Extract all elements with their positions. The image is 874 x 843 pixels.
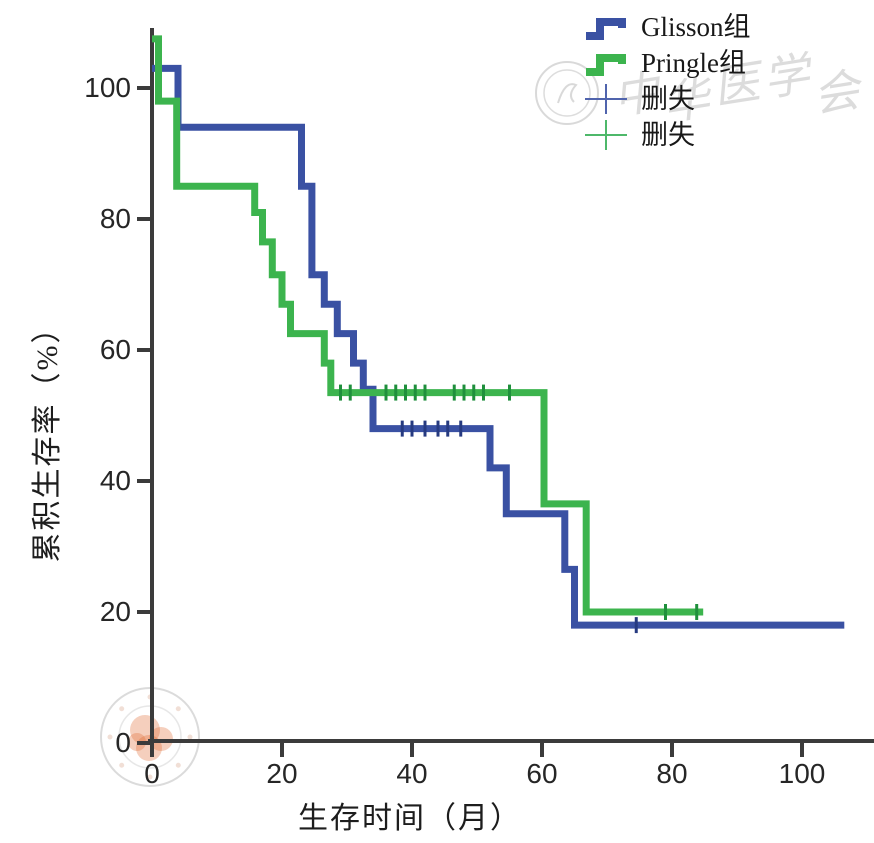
survival-curve xyxy=(152,35,704,616)
seal-dot xyxy=(107,734,113,740)
watermark-character: 会 xyxy=(810,64,868,122)
legend-label-censor-blue: 删失 xyxy=(641,83,695,114)
y-tick-label: 60 xyxy=(100,334,131,365)
legend-label-pringle: Pringle组 xyxy=(641,47,746,78)
legend-label-glisson: Glisson组 xyxy=(641,11,751,42)
legend: Glisson组 Pringle组 删失 删失 xyxy=(583,12,751,150)
x-tick-label: 80 xyxy=(656,758,687,789)
x-tick-label: 60 xyxy=(526,758,557,789)
y-tick-label: 100 xyxy=(84,72,131,103)
step-line-icon-blue xyxy=(586,18,626,40)
x-axis-title: 生存时间（月） xyxy=(298,802,522,835)
legend-item-censor-blue: 删失 xyxy=(583,84,751,114)
legend-item-pringle: Pringle组 xyxy=(583,48,751,78)
legend-item-censor-green: 删失 xyxy=(583,120,751,150)
seal-dot xyxy=(119,706,125,712)
x-tick-label: 0 xyxy=(144,758,160,789)
x-tick-label: 40 xyxy=(396,758,427,789)
series-Pringle组 xyxy=(152,35,704,620)
watermark-logo-outer-circle xyxy=(535,61,599,125)
watermark-logo-glyph xyxy=(557,83,578,104)
x-tick-label: 100 xyxy=(779,758,826,789)
watermark-logo-inner-circle xyxy=(543,69,591,117)
x-tick-label: 20 xyxy=(266,758,297,789)
seal-dot xyxy=(119,762,125,768)
seal-dot xyxy=(175,706,181,712)
legend-label-censor-green: 删失 xyxy=(641,119,695,150)
censor-plus-icon-green xyxy=(585,120,627,150)
step-line-icon-green xyxy=(586,54,626,76)
y-tick-label: 20 xyxy=(100,596,131,627)
y-tick-label: 80 xyxy=(100,203,131,234)
seal-dot xyxy=(175,762,181,768)
censor-plus-icon-blue xyxy=(585,84,627,114)
axes: 0 20 40 60 80 100 0 20 40 60 80 100 xyxy=(84,28,874,789)
y-tick-label: 0 xyxy=(115,727,131,758)
y-axis-title: 累积生存率（%） xyxy=(31,311,64,563)
seal-dot xyxy=(187,734,193,740)
seal-dot xyxy=(147,774,153,780)
legend-item-glisson: Glisson组 xyxy=(583,12,751,42)
y-tick-label: 40 xyxy=(100,465,131,496)
survival-curve xyxy=(152,64,845,629)
watermark-character: 学 xyxy=(760,48,818,106)
series-Glisson组 xyxy=(152,64,845,634)
